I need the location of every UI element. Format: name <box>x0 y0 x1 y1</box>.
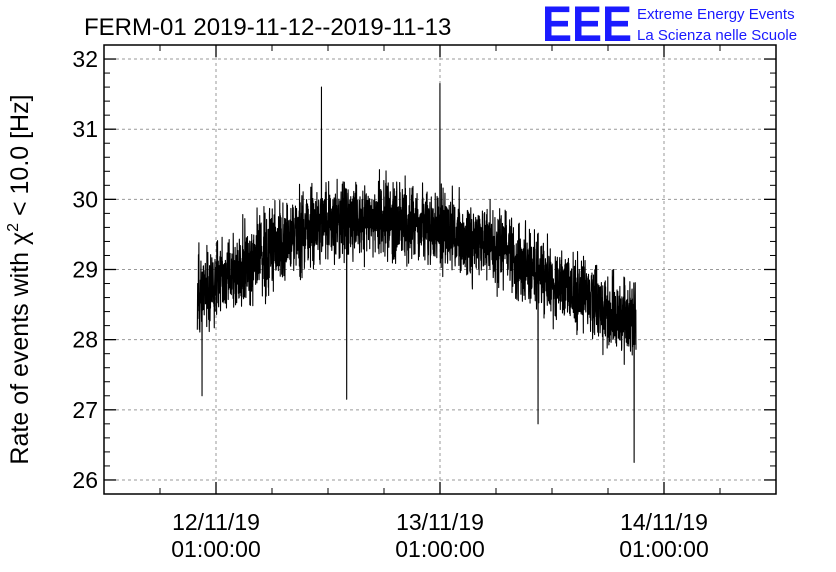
logo-line-2: La Scienza nelle Scuole <box>637 27 797 44</box>
series-line <box>196 83 637 463</box>
y-tick-label: 27 <box>72 397 98 423</box>
y-tick-label: 31 <box>72 116 98 142</box>
y-tick-label: 30 <box>72 186 98 212</box>
eee-logo: EEE Extreme Energy Events La Scienza nel… <box>542 0 797 52</box>
y-axis-label: Rate of events with χ2 < 10.0 [Hz] <box>5 94 34 464</box>
y-axis-label-prefix: Rate of events with <box>6 245 34 465</box>
y-axis-label-suffix: < 10.0 [Hz] <box>6 94 34 223</box>
y-tick-label: 29 <box>72 257 98 283</box>
y-axis-label-symbol: χ <box>6 232 34 245</box>
tick-labels: 2627282930313212/11/1901:00:0013/11/1901… <box>72 46 708 562</box>
x-tick-label-date: 13/11/19 <box>396 509 484 535</box>
x-tick-label-time: 01:00:00 <box>619 536 709 562</box>
y-tick-label: 32 <box>72 46 98 72</box>
x-tick-label-date: 12/11/19 <box>172 509 260 535</box>
logo-mark: EEE <box>542 0 632 52</box>
series-line-layer <box>196 83 637 463</box>
x-tick-label-date: 14/11/19 <box>620 509 708 535</box>
axis-ticks <box>104 44 776 495</box>
chart-title: FERM-01 2019-11-12--2019-11-13 <box>84 14 451 41</box>
logo-line-1: Extreme Energy Events <box>637 6 795 23</box>
x-tick-label-time: 01:00:00 <box>171 536 261 562</box>
x-tick-label-time: 01:00:00 <box>395 536 485 562</box>
y-tick-label: 28 <box>72 327 98 353</box>
y-axis-label-superscript: 2 <box>5 223 22 232</box>
y-tick-label: 26 <box>72 467 98 493</box>
